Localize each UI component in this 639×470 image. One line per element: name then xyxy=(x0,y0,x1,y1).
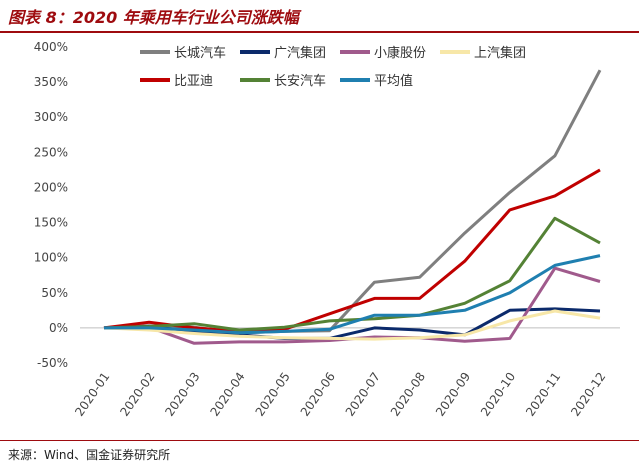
legend-item: 上汽集团 xyxy=(440,45,526,61)
x-axis-tick-labels: 2020-01 2020-02 2020-03 2020-04 2020-05 2020-… xyxy=(72,370,608,419)
series-lines xyxy=(103,69,602,345)
series-line-4 xyxy=(103,168,601,333)
y-tick-label: 350% xyxy=(34,75,68,89)
y-tick-label: 150% xyxy=(34,216,68,230)
legend-label: 广汽集团 xyxy=(274,45,326,61)
x-tick-label: 2020-09 xyxy=(433,370,473,419)
y-tick-label: 400% xyxy=(34,40,68,54)
x-tick-label: 2020-07 xyxy=(343,370,383,419)
y-tick-label: 50% xyxy=(41,286,68,300)
y-tick-label: 200% xyxy=(34,180,68,194)
line-chart: 400% 350% 300% 250% 200% 150% 100% 50% 0% -50% 20… xyxy=(34,40,620,419)
x-tick-label: 2020-05 xyxy=(253,370,293,419)
x-tick-label: 2020-01 xyxy=(72,370,112,419)
legend-item: 广汽集团 xyxy=(240,45,326,61)
legend-label: 比亚迪 xyxy=(174,74,213,89)
legend-label: 长城汽车 xyxy=(174,45,226,61)
y-tick-label: 0% xyxy=(49,321,68,335)
title-divider xyxy=(0,31,639,33)
x-tick-label: 2020-08 xyxy=(388,370,428,419)
legend-label: 小康股份 xyxy=(374,45,426,61)
x-tick-label: 2020-10 xyxy=(478,370,518,419)
x-tick-label: 2020-02 xyxy=(117,370,157,419)
legend-label: 长安汽车 xyxy=(274,73,326,89)
x-tick-label: 2020-12 xyxy=(568,370,608,419)
legend-item: 平均值 xyxy=(340,73,413,89)
legend-item: 长城汽车 xyxy=(140,45,226,61)
series-line-3 xyxy=(103,309,601,341)
legend-item: 长安汽车 xyxy=(240,73,326,89)
x-tick-label: 2020-03 xyxy=(162,370,202,419)
series-line-6 xyxy=(104,254,601,335)
y-tick-label: -50% xyxy=(37,356,68,370)
footer-divider xyxy=(0,440,639,441)
legend-item: 小康股份 xyxy=(340,45,426,61)
legend-item: 比亚迪 xyxy=(140,74,213,89)
series-line-5 xyxy=(103,216,601,332)
x-tick-label: 2020-06 xyxy=(298,370,338,419)
x-tick-label: 2020-04 xyxy=(208,370,248,419)
legend-label: 上汽集团 xyxy=(474,45,526,61)
y-axis-tick-labels: 400% 350% 300% 250% 200% 150% 100% 50% 0% -50% xyxy=(34,40,68,370)
series-line-0 xyxy=(103,69,602,335)
source-note: 来源：Wind、国金证券研究所 xyxy=(8,448,171,462)
y-tick-label: 250% xyxy=(34,145,68,159)
title-bar: 图表 8：2020 年乘用车行业公司涨跌幅 xyxy=(0,0,639,30)
y-tick-label: 100% xyxy=(34,251,68,265)
x-tick-label: 2020-11 xyxy=(523,370,563,419)
y-tick-label: 300% xyxy=(34,110,68,124)
figure-title: 图表 8：2020 年乘用车行业公司涨跌幅 xyxy=(8,8,299,27)
legend-label: 平均值 xyxy=(374,73,413,89)
